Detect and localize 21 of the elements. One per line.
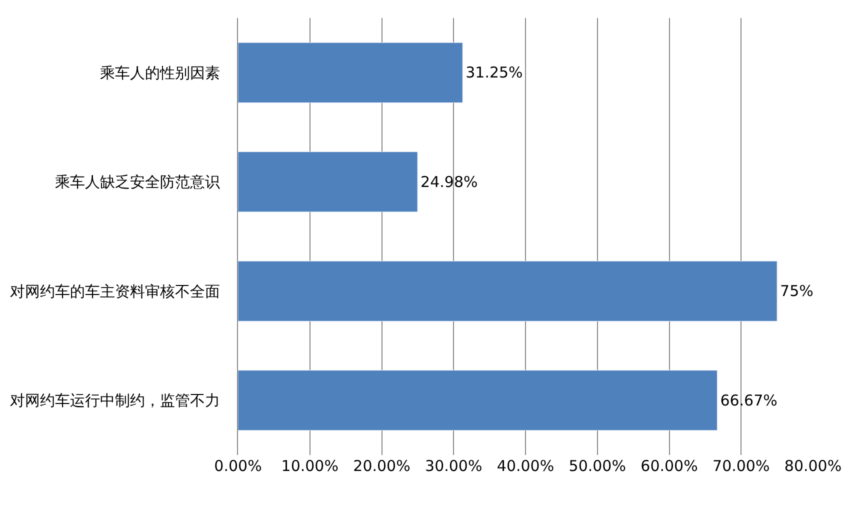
y-tick-label: 乘车人的性别因素 [100,64,220,82]
bar [238,260,778,322]
x-tick-label: 30.00% [425,457,482,475]
x-tick-label: 50.00% [568,457,626,475]
y-tick-label: 乘车人缺乏安全防范意识 [55,173,220,192]
data-label: 24.98% [420,172,478,191]
x-tick-label: 10.00% [281,457,338,475]
bar [238,152,418,212]
x-tick-label: 80.00% [784,457,842,475]
y-tick-label: 对网约车运行中制约，监管不力 [10,392,220,410]
bar [238,42,463,103]
data-label: 66.67% [720,391,778,410]
x-tick-label: 20.00% [353,457,410,475]
data-label: 31.25% [466,64,523,82]
x-tick-label: 60.00% [640,457,698,475]
y-tick-label: 对网约车的车主资料审核不全面 [10,282,220,300]
x-tick-label: 70.00% [712,457,770,475]
data-label: 75% [780,282,814,300]
x-tick-label: 40.00% [496,457,554,475]
x-tick-label: 0.00% [214,457,262,475]
bar [238,370,718,431]
